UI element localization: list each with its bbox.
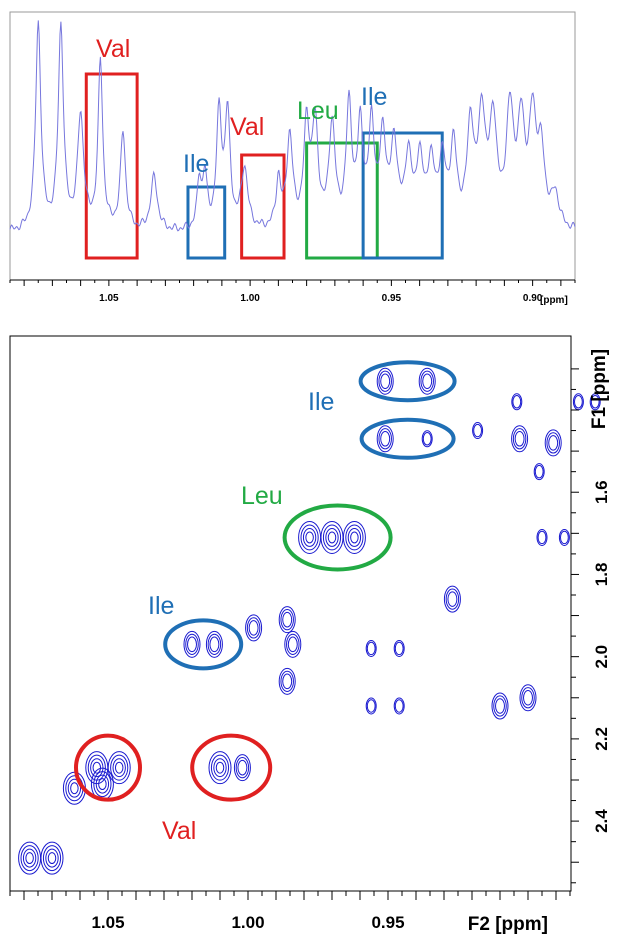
- contour-peak: [536, 528, 548, 546]
- contour-2d-ellipses: [74, 360, 457, 802]
- contour-ellipse-ile: [359, 417, 456, 460]
- contour-peak: [544, 429, 562, 457]
- contour-peak: [376, 367, 394, 395]
- spectrum-1d-panel: Val Ile Val Leu Ile 1.05 1.00 0.95 0.90 [ppm]: [9, 11, 576, 306]
- contour-peak: [342, 520, 366, 554]
- contour-2d-panel: Ile Leu Ile Val 1.05 1.00 0.95 1.6 1.8 2.0 2.2 2.4…: [9, 335, 611, 935]
- spectrum-1d-trace: [9, 20, 576, 232]
- spectrum-1d-boxes: [84, 72, 444, 260]
- contour-peak: [393, 697, 405, 715]
- contour-x-tick-label: 0.95: [371, 913, 404, 932]
- contour-peak: [107, 751, 131, 785]
- spectrum-1d-box-ile: [186, 185, 227, 260]
- contour-2d-peaks: [18, 367, 601, 875]
- spectrum-1d-label-ile: Ile: [183, 150, 209, 178]
- spectrum-1d-label-val: Val: [230, 113, 264, 141]
- contour-peak: [183, 630, 201, 658]
- spectrum-1d-tick-label: 0.90: [523, 293, 543, 304]
- contour-peak: [320, 520, 344, 554]
- spectrum-1d-tick-label: 1.05: [99, 293, 119, 304]
- contour-peak: [511, 393, 523, 411]
- contour-label-ile: Ile: [308, 388, 334, 416]
- contour-peak: [491, 692, 509, 720]
- spectrum-1d-box-val: [84, 72, 139, 260]
- spectrum-1d-label-ile: Ile: [361, 83, 387, 111]
- spectrum-1d-labels: Val Ile Val Leu Ile: [96, 35, 387, 178]
- contour-peak: [558, 528, 570, 546]
- spectrum-1d-x-title: [ppm]: [540, 295, 568, 306]
- contour-peak: [443, 585, 461, 613]
- contour-peak: [393, 639, 405, 657]
- contour-2d-y-title: F1 [ppm]: [589, 349, 610, 429]
- contour-peak: [365, 639, 377, 657]
- spectrum-1d-box-val: [240, 153, 286, 260]
- contour-peak: [519, 684, 537, 712]
- contour-ellipse-val: [74, 733, 142, 802]
- contour-peak: [40, 841, 64, 875]
- contour-peak: [376, 425, 394, 453]
- spectrum-1d-label-leu: Leu: [297, 97, 339, 125]
- contour-peak: [418, 367, 436, 395]
- contour-peak: [421, 430, 433, 448]
- spectrum-1d-ticks: 1.05 1.00 0.95 0.90: [9, 280, 576, 304]
- contour-label-val: Val: [162, 817, 196, 845]
- spectrum-1d-tick-label: 1.00: [240, 293, 260, 304]
- contour-y-tick-label: 2.4: [592, 809, 611, 833]
- contour-peak: [533, 463, 545, 481]
- contour-peak: [511, 425, 529, 453]
- contour-y-tick-label: 2.2: [592, 727, 611, 751]
- contour-peak: [472, 422, 484, 440]
- contour-ellipse-val: [190, 733, 273, 802]
- contour-peak: [205, 630, 223, 658]
- contour-peak: [278, 606, 296, 634]
- spectrum-1d-box-ile: [361, 131, 444, 260]
- contour-peak: [572, 393, 584, 411]
- contour-peak: [284, 630, 302, 658]
- contour-label-leu: Leu: [241, 482, 283, 510]
- contour-peak: [233, 754, 251, 782]
- contour-peak: [208, 751, 232, 785]
- contour-x-tick-label: 1.00: [231, 913, 264, 932]
- spectrum-1d-tick-label: 0.95: [382, 293, 402, 304]
- contour-ellipse-ile: [163, 618, 244, 671]
- contour-peak: [245, 614, 263, 642]
- contour-peak: [278, 667, 296, 695]
- contour-label-ile: Ile: [148, 592, 174, 620]
- contour-2d-labels: Ile Leu Ile Val: [148, 388, 334, 845]
- contour-peak: [365, 697, 377, 715]
- contour-y-tick-label: 1.6: [592, 480, 611, 504]
- contour-2d-frame: [9, 335, 572, 892]
- contour-y-tick-label: 1.8: [592, 563, 611, 587]
- contour-peak: [589, 393, 601, 411]
- contour-x-tick-label: 1.05: [91, 913, 124, 932]
- spectrum-1d-box-leu: [305, 141, 379, 260]
- contour-y-tick-label: 2.0: [592, 645, 611, 669]
- contour-ellipse-ile: [358, 360, 457, 403]
- spectrum-1d-label-val: Val: [96, 35, 130, 63]
- contour-2d-ticks: 1.05 1.00 0.95 1.6 1.8 2.0 2.2 2.4: [9, 368, 611, 932]
- contour-2d-x-title: F2 [ppm]: [468, 914, 548, 935]
- contour-ellipse-leu: [282, 503, 393, 572]
- spectrum-1d-frame: [9, 11, 576, 281]
